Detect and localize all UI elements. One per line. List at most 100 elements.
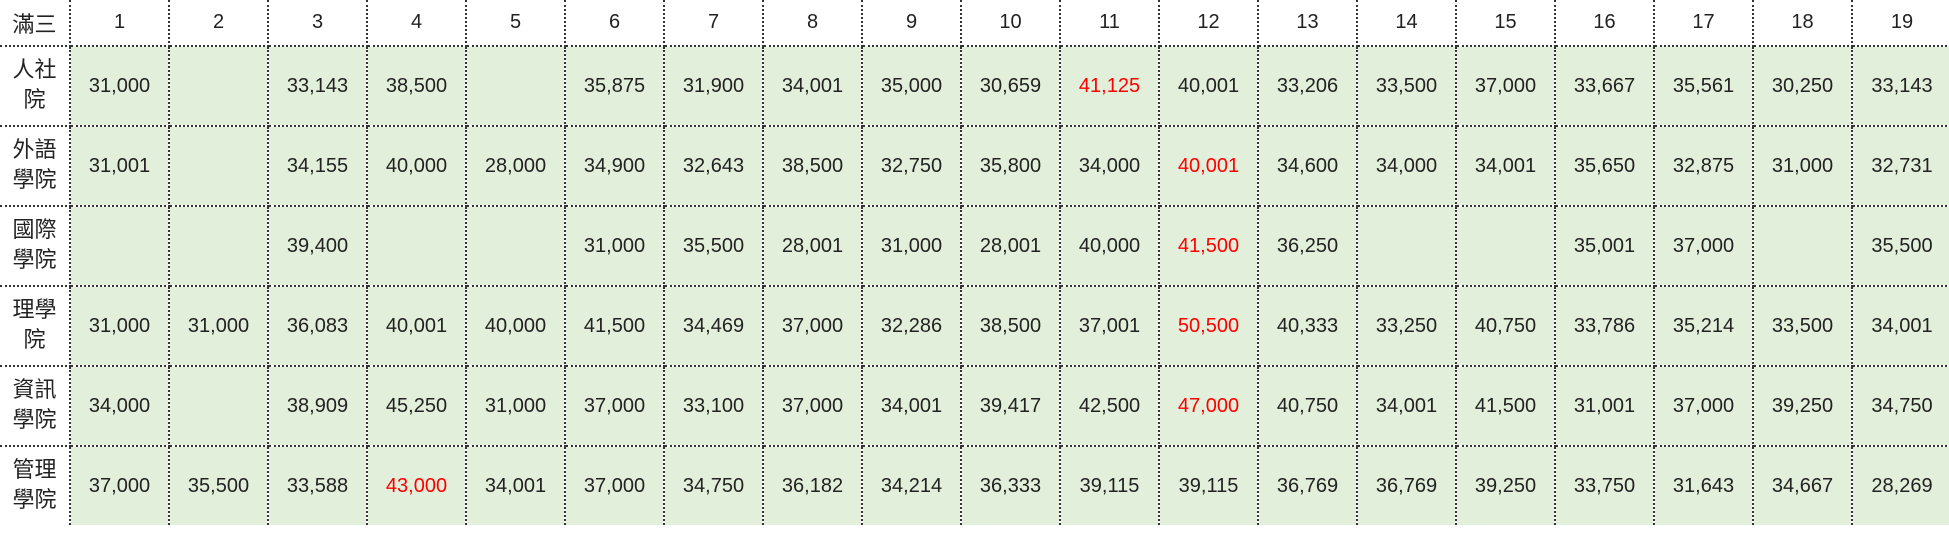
value-cell[interactable]: 31,000: [466, 366, 566, 447]
value-cell[interactable]: 38,909: [268, 366, 368, 447]
value-cell[interactable]: 34,000: [1357, 126, 1457, 207]
value-cell[interactable]: 33,588: [268, 446, 368, 525]
value-cell[interactable]: 39,115: [1159, 446, 1259, 525]
value-cell[interactable]: 33,250: [1357, 286, 1457, 367]
value-cell[interactable]: 31,643: [1654, 446, 1754, 525]
value-cell[interactable]: 31,900: [664, 46, 764, 127]
highlighted-value-cell[interactable]: 40,001: [1159, 126, 1259, 207]
value-cell[interactable]: 35,001: [1555, 206, 1655, 287]
value-cell[interactable]: 39,115: [1060, 446, 1160, 525]
value-cell[interactable]: [169, 206, 269, 287]
value-cell[interactable]: 33,500: [1357, 46, 1457, 127]
highlighted-value-cell[interactable]: 41,500: [1159, 206, 1259, 287]
value-cell[interactable]: 31,000: [565, 206, 665, 287]
value-cell[interactable]: 36,769: [1357, 446, 1457, 525]
value-cell[interactable]: 34,750: [664, 446, 764, 525]
value-cell[interactable]: 36,083: [268, 286, 368, 367]
column-header[interactable]: 8: [763, 0, 863, 47]
value-cell[interactable]: 36,182: [763, 446, 863, 525]
highlighted-value-cell[interactable]: 43,000: [367, 446, 467, 525]
value-cell[interactable]: 37,000: [565, 446, 665, 525]
column-header[interactable]: 9: [862, 0, 962, 47]
value-cell[interactable]: 33,143: [268, 46, 368, 127]
value-cell[interactable]: 28,001: [763, 206, 863, 287]
value-cell[interactable]: 34,001: [1852, 286, 1949, 367]
column-header[interactable]: 14: [1357, 0, 1457, 47]
value-cell[interactable]: 40,000: [466, 286, 566, 367]
value-cell[interactable]: 33,143: [1852, 46, 1949, 127]
column-header[interactable]: 19: [1852, 0, 1949, 47]
value-cell[interactable]: 36,250: [1258, 206, 1358, 287]
column-header[interactable]: 1: [70, 0, 170, 47]
value-cell[interactable]: 45,250: [367, 366, 467, 447]
value-cell[interactable]: 37,000: [565, 366, 665, 447]
value-cell[interactable]: 34,155: [268, 126, 368, 207]
highlighted-value-cell[interactable]: 41,125: [1060, 46, 1160, 127]
column-header[interactable]: 7: [664, 0, 764, 47]
value-cell[interactable]: 28,000: [466, 126, 566, 207]
row-label[interactable]: 人社院: [0, 46, 71, 127]
column-header[interactable]: 5: [466, 0, 566, 47]
value-cell[interactable]: 34,001: [1357, 366, 1457, 447]
value-cell[interactable]: 39,417: [961, 366, 1061, 447]
value-cell[interactable]: [466, 46, 566, 127]
value-cell[interactable]: [169, 366, 269, 447]
value-cell[interactable]: 28,269: [1852, 446, 1949, 525]
value-cell[interactable]: 31,000: [70, 46, 170, 127]
value-cell[interactable]: 37,000: [1654, 366, 1754, 447]
value-cell[interactable]: 37,000: [1456, 46, 1556, 127]
column-header[interactable]: 3: [268, 0, 368, 47]
value-cell[interactable]: [169, 46, 269, 127]
value-cell[interactable]: 35,500: [169, 446, 269, 525]
value-cell[interactable]: 33,100: [664, 366, 764, 447]
value-cell[interactable]: 35,875: [565, 46, 665, 127]
value-cell[interactable]: 41,500: [565, 286, 665, 367]
column-header[interactable]: 16: [1555, 0, 1655, 47]
value-cell[interactable]: 35,800: [961, 126, 1061, 207]
value-cell[interactable]: [367, 206, 467, 287]
value-cell[interactable]: 31,001: [1555, 366, 1655, 447]
column-header[interactable]: 11: [1060, 0, 1160, 47]
value-cell[interactable]: 39,250: [1456, 446, 1556, 525]
value-cell[interactable]: 33,786: [1555, 286, 1655, 367]
column-header[interactable]: 2: [169, 0, 269, 47]
value-cell[interactable]: [70, 206, 170, 287]
value-cell[interactable]: 32,643: [664, 126, 764, 207]
value-cell[interactable]: 33,206: [1258, 46, 1358, 127]
row-label[interactable]: 國際 學院: [0, 206, 71, 287]
value-cell[interactable]: 34,001: [466, 446, 566, 525]
value-cell[interactable]: 30,250: [1753, 46, 1853, 127]
value-cell[interactable]: 35,561: [1654, 46, 1754, 127]
column-header[interactable]: 4: [367, 0, 467, 47]
value-cell[interactable]: 34,001: [763, 46, 863, 127]
value-cell[interactable]: 34,214: [862, 446, 962, 525]
value-cell[interactable]: 34,750: [1852, 366, 1949, 447]
value-cell[interactable]: 33,667: [1555, 46, 1655, 127]
value-cell[interactable]: 38,500: [961, 286, 1061, 367]
row-label[interactable]: 理學院: [0, 286, 71, 367]
column-header[interactable]: 15: [1456, 0, 1556, 47]
column-header[interactable]: 13: [1258, 0, 1358, 47]
value-cell[interactable]: 35,000: [862, 46, 962, 127]
value-cell[interactable]: 35,500: [1852, 206, 1949, 287]
value-cell[interactable]: 37,000: [70, 446, 170, 525]
value-cell[interactable]: 37,001: [1060, 286, 1160, 367]
value-cell[interactable]: 41,500: [1456, 366, 1556, 447]
value-cell[interactable]: 35,500: [664, 206, 764, 287]
highlighted-value-cell[interactable]: 47,000: [1159, 366, 1259, 447]
value-cell[interactable]: 34,001: [862, 366, 962, 447]
value-cell[interactable]: 31,001: [70, 126, 170, 207]
value-cell[interactable]: 32,731: [1852, 126, 1949, 207]
value-cell[interactable]: 37,000: [763, 286, 863, 367]
value-cell[interactable]: 33,500: [1753, 286, 1853, 367]
value-cell[interactable]: 35,214: [1654, 286, 1754, 367]
column-header[interactable]: 12: [1159, 0, 1259, 47]
value-cell[interactable]: 36,333: [961, 446, 1061, 525]
value-cell[interactable]: 30,659: [961, 46, 1061, 127]
value-cell[interactable]: 38,500: [367, 46, 467, 127]
value-cell[interactable]: [1456, 206, 1556, 287]
value-cell[interactable]: [1357, 206, 1457, 287]
value-cell[interactable]: 31,000: [70, 286, 170, 367]
row-label[interactable]: 外語 學院: [0, 126, 71, 207]
value-cell[interactable]: 40,000: [1060, 206, 1160, 287]
